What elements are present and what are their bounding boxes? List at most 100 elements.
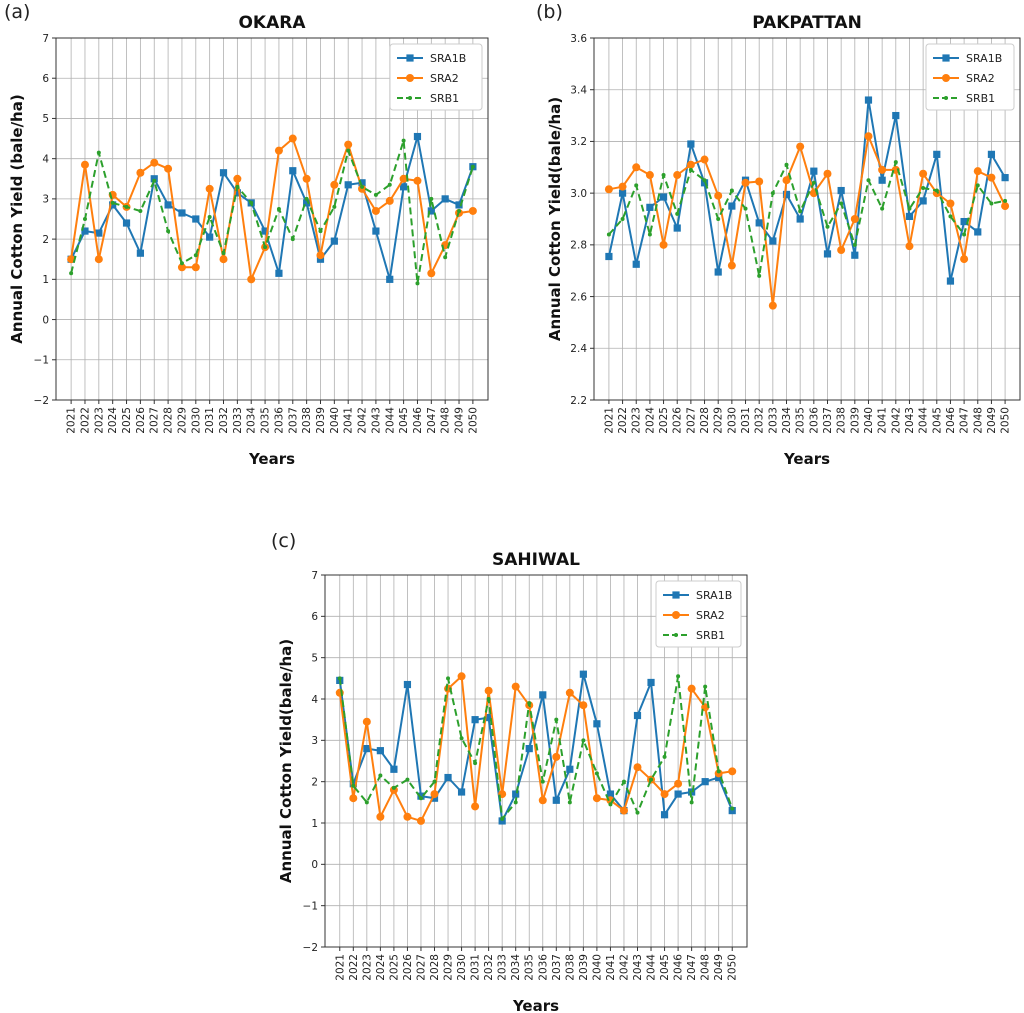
panel-2-xtick-label: 2021 — [334, 954, 346, 981]
panel-2-xtick-label: 2042 — [618, 954, 630, 981]
panel-2-sra1b-point — [363, 745, 371, 753]
panel-1-sra2-point — [659, 240, 668, 249]
panel-2-srb1-point — [689, 800, 694, 805]
panel-1-srb1-point — [1003, 198, 1008, 203]
panel-0-sra1b-point — [178, 209, 186, 217]
panel-2-sra1b-point — [349, 780, 357, 788]
panel-1-sra2-point — [604, 185, 613, 194]
panel-2-sra1b-point — [457, 788, 466, 796]
panel-0-sra1b-point — [330, 237, 338, 245]
panel-1-srb1-point — [948, 214, 953, 219]
panel-2-sra2-point — [714, 769, 723, 778]
panel-1-sra2-point — [727, 261, 736, 270]
panel-2-sra1b-point — [674, 790, 682, 798]
panel-1-legend-label-sra1b: SRA1B — [966, 52, 1002, 65]
panel-0-sra1b-point — [164, 201, 172, 209]
panel-0-srb1-point — [443, 255, 448, 260]
panel-2-srb1-point — [418, 796, 423, 801]
panel-0-srb1-point — [96, 150, 101, 155]
panel-2-srb1-point — [608, 802, 613, 807]
panel-2-xtick-label: 2044 — [646, 954, 658, 981]
panel-2-sra2-point — [619, 806, 628, 815]
panel-0-ytick-label: 0 — [42, 314, 49, 326]
panel-1-xtick-label: 2047 — [959, 407, 971, 434]
panel-1-legend-label-srb1: SRB1 — [966, 92, 995, 105]
panel-0-xtick-label: 2036 — [273, 407, 285, 434]
panel-1-legend-marker-sra1b — [942, 54, 950, 62]
panel-1-sra2-point — [673, 171, 682, 180]
panel-0-sra2-point — [233, 174, 242, 183]
panel-0-legend-label-sra2: SRA2 — [430, 72, 459, 85]
panel-0-xtick-label: 2022 — [79, 407, 91, 434]
panel-0-sra2-point — [385, 196, 394, 205]
panel-0-srb1-point — [318, 229, 323, 234]
panel-2-sra2-point — [579, 701, 588, 710]
panel-2-sra1b-point — [715, 773, 723, 782]
panel-2-xtick-label: 2022 — [348, 954, 360, 981]
panel-1-legend-marker-srb1 — [944, 96, 948, 100]
panel-0-sra1b-point — [316, 255, 325, 263]
panel-2-xtick-label: 2047 — [686, 954, 698, 981]
panel-2-srb1-point — [662, 754, 667, 759]
panel-0-label: (a) — [4, 1, 30, 23]
panel-2-ylabel: Annual Cotton Yield(bale/ha) — [277, 639, 295, 883]
panel-0-sra2-point — [371, 206, 380, 215]
panel-1-sra2-point — [714, 191, 723, 200]
panel-0-sra2-point — [205, 184, 214, 193]
panel-2-sra2-point — [538, 796, 547, 805]
panel-0-xtick-label: 2048 — [440, 407, 452, 434]
panel-1-sra1b-point — [878, 176, 886, 184]
panel-0-srb1-point — [82, 217, 87, 221]
panel-2-srb1-point — [703, 684, 708, 689]
panel-0-xtick-label: 2046 — [412, 407, 424, 434]
panel-0-sra1b-point — [109, 201, 117, 209]
panel-2-srb1-point — [459, 736, 464, 741]
panel-1-sra2-point — [700, 155, 709, 164]
panel-0-frame — [55, 37, 489, 401]
panel-0-srb1-point — [221, 251, 226, 256]
panel-1-xtick-label: 2044 — [918, 407, 930, 434]
panel-2-sra1b-point — [539, 691, 547, 699]
panel-0-xtick-label: 2025 — [121, 407, 133, 434]
panel-1-srb1-point — [893, 160, 898, 165]
panel-1-ytick-label: 3.4 — [570, 85, 587, 97]
panel-1-series-sra1b-line — [607, 99, 1006, 283]
panel-0-srb1-point — [415, 281, 420, 286]
panel-2-sra2-point — [592, 794, 601, 803]
panel-2-legend-marker-sra1b — [672, 591, 680, 599]
panel-0-sra2-point — [67, 255, 76, 264]
panel-0-sra2-point — [468, 206, 477, 215]
panel-1-srb1-point — [729, 188, 734, 193]
panel-0-sra1b-point — [289, 167, 297, 175]
panel-0-legend-marker-srb1 — [408, 96, 412, 100]
panel-2-xtick-label: 2032 — [483, 954, 495, 981]
panel-2-sra2-point — [660, 790, 669, 799]
panel-0-xtick-label: 2039 — [315, 407, 327, 434]
panel-1-sra1b-point — [618, 189, 627, 197]
panel-2-srb1-point — [405, 777, 410, 782]
panel-2-sra1b-point — [525, 745, 533, 753]
panel-2-sra1b-point — [390, 765, 398, 773]
panel-1-sra1b-point — [796, 215, 804, 223]
panel-1-xtick-label: 2038 — [836, 407, 848, 434]
panel-0-ytick-label: −1 — [34, 355, 49, 367]
panel-0-sra1b-point — [303, 199, 311, 207]
panel-1-srb1-point — [839, 201, 844, 206]
panel-2-sra2-point — [511, 682, 520, 691]
panel-0-title: OKARA — [238, 13, 306, 33]
panel-0-xtick-label: 2032 — [218, 407, 230, 434]
panel-2-xtick-label: 2046 — [673, 954, 685, 981]
panel-1-series-srb1-line — [608, 161, 1006, 277]
panel-0-srb1-point — [401, 138, 406, 143]
panel-1-series-sra2-line — [608, 135, 1007, 307]
panel-1-srb1-point — [921, 185, 926, 190]
panel-2-xtick-label: 2026 — [402, 954, 414, 981]
panel-0-series-srb1-line — [70, 139, 474, 285]
panel-0-sra1b-point — [95, 229, 103, 237]
panel-2-sra1b-point — [701, 778, 709, 786]
panel-2-srb1-point — [337, 676, 342, 681]
panel-0-sra2-point — [164, 164, 173, 173]
panel-2-srb1-point — [513, 800, 518, 805]
panel-0-srb1-point — [360, 184, 365, 189]
panel-2-sra1b-point — [593, 720, 601, 728]
